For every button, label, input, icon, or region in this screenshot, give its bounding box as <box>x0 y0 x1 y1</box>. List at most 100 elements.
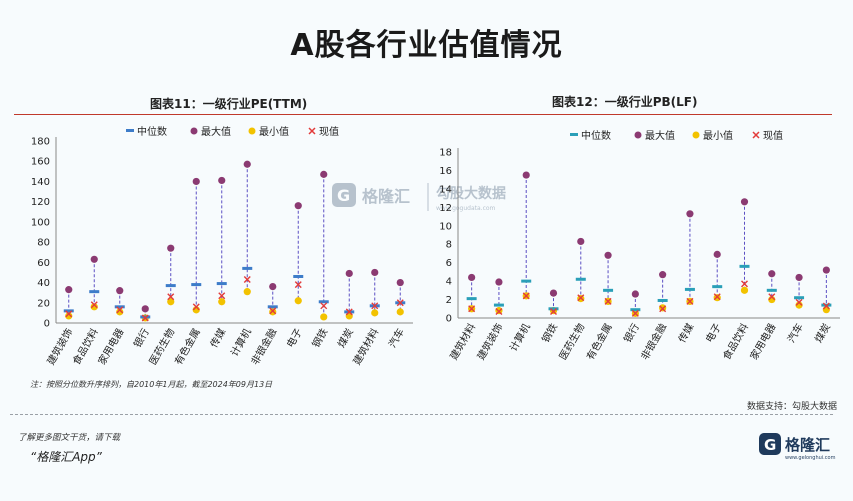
max-point <box>141 305 149 313</box>
y-tick-label: 18 <box>439 148 452 159</box>
min-point <box>65 312 73 320</box>
current-marker <box>294 281 302 289</box>
max-point <box>90 255 98 263</box>
current-marker <box>768 293 776 301</box>
max-point <box>396 278 404 287</box>
y-tick-label: 12 <box>439 203 452 214</box>
svg-text:G: G <box>337 186 350 205</box>
watermark-right-text: 勾股大数据 <box>436 185 506 202</box>
legend-label-current: 现值 <box>763 129 783 142</box>
legend-max-marker <box>634 131 642 139</box>
max-point <box>768 270 776 278</box>
brand-url: www.gelonghui.com <box>785 455 836 461</box>
current-marker <box>713 293 721 301</box>
legend-median-marker <box>570 133 578 136</box>
watermark: G 格隆汇 勾股大数据 www.gogudata.com <box>330 177 550 217</box>
current-marker <box>741 280 748 288</box>
legend-current-marker <box>752 131 760 139</box>
x-tick-label: 有色金属 <box>583 321 614 362</box>
y-tick-label: 20 <box>37 298 50 309</box>
current-marker <box>192 303 200 311</box>
max-point <box>243 160 251 168</box>
max-point <box>218 176 226 185</box>
legend-label-median: 中位数 <box>137 125 167 138</box>
current-marker <box>345 308 353 316</box>
legend-label-min: 最小值 <box>703 129 733 142</box>
current-marker <box>243 276 251 284</box>
min-point <box>740 286 749 294</box>
min-point <box>243 288 251 296</box>
min-point <box>116 308 124 316</box>
legend-min-marker <box>248 127 256 135</box>
current-marker <box>65 310 73 318</box>
max-point <box>116 287 124 295</box>
max-point <box>320 170 328 178</box>
y-tick-label: 60 <box>37 258 50 269</box>
title-rule-divider <box>14 114 832 115</box>
max-point <box>822 266 830 274</box>
y-tick-label: 160 <box>31 157 50 168</box>
x-tick-label: 建筑装饰 <box>474 321 505 362</box>
y-tick-label: 120 <box>31 197 50 208</box>
legend-min-marker <box>692 131 700 139</box>
legend-max-marker <box>190 127 198 135</box>
x-tick-label: 建筑材料 <box>447 321 478 362</box>
current-marker <box>577 294 585 302</box>
median-marker <box>242 266 253 270</box>
brand-logo: G 格隆汇 www.gelonghui.com <box>758 431 842 461</box>
max-point <box>631 290 639 298</box>
min-point <box>90 303 98 311</box>
watermark-left-text: 格隆汇 <box>362 187 410 206</box>
max-point <box>522 171 530 179</box>
max-point <box>65 286 73 294</box>
current-marker <box>522 292 530 300</box>
x-tick-label: 计算机 <box>507 321 533 353</box>
median-marker <box>712 285 723 289</box>
max-point <box>659 271 667 279</box>
x-tick-label: 食品饮料 <box>720 321 751 362</box>
current-marker <box>371 302 379 310</box>
median-marker <box>493 303 504 307</box>
current-marker <box>396 299 404 307</box>
median-marker <box>216 282 227 286</box>
max-point <box>495 278 503 286</box>
watermark-url: www.gogudata.com <box>436 205 496 212</box>
footnote: 注：按照分位数升序排列，自2010年1月起，截至2024年09月13日 <box>30 380 273 389</box>
dashed-divider <box>10 414 833 415</box>
median-marker <box>89 290 100 294</box>
median-marker <box>575 277 586 281</box>
x-tick-label: 钢铁 <box>309 326 330 350</box>
page-title: A股各行业估值情况 <box>290 28 563 63</box>
max-point <box>713 250 721 258</box>
median-marker <box>766 288 777 292</box>
y-tick-label: 16 <box>439 166 452 177</box>
max-point <box>795 273 803 282</box>
current-marker <box>90 301 98 309</box>
max-point <box>740 198 749 206</box>
x-tick-label: 传媒 <box>676 322 696 345</box>
left-chart-title: 图表11：一级行业PE(TTM) <box>150 97 308 111</box>
x-tick-label: 计算机 <box>228 326 254 358</box>
min-point <box>269 308 277 316</box>
data-support-text: 数据支持：勾股大数据 <box>746 402 837 412</box>
current-marker <box>320 302 328 310</box>
right-chart-title: 图表12：一级行业PB(LF) <box>552 95 698 109</box>
median-marker <box>548 307 559 311</box>
y-tick-label: 0 <box>446 314 452 325</box>
median-marker <box>603 288 614 292</box>
svg-text:G: G <box>764 436 776 454</box>
current-marker <box>604 297 612 305</box>
x-tick-label: 电子 <box>703 321 724 345</box>
y-tick-label: 14 <box>439 184 452 195</box>
x-tick-label: 汽车 <box>784 321 805 345</box>
watermark-logo-icon: G 格隆汇 勾股大数据 www.gogudata.com <box>332 183 506 212</box>
median-marker <box>657 298 668 302</box>
current-marker <box>167 293 175 301</box>
y-tick-label: 2 <box>446 295 452 306</box>
legend-label-max: 最大值 <box>201 125 231 138</box>
current-marker <box>822 302 830 310</box>
x-tick-label: 非银金融 <box>638 321 669 362</box>
x-tick-label: 家用电器 <box>747 321 778 362</box>
